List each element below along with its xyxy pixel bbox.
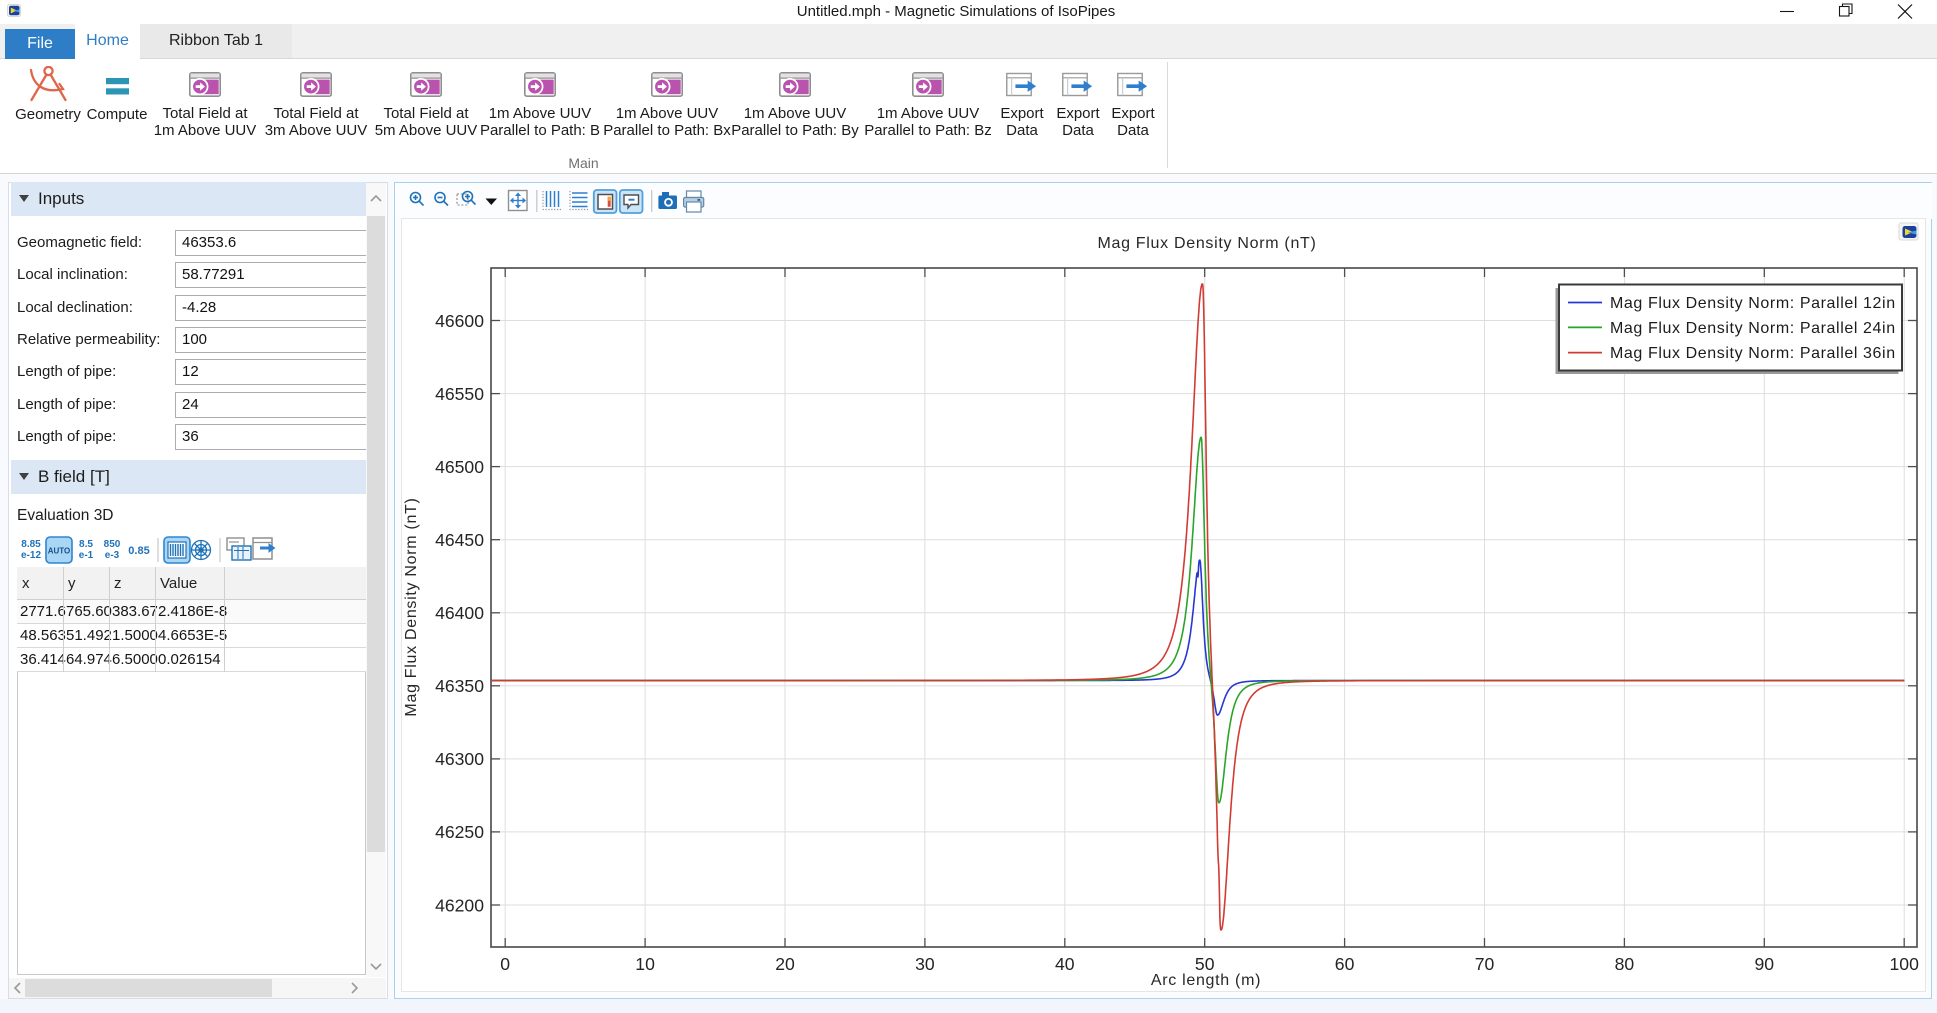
svg-text:10: 10	[635, 954, 655, 974]
svg-text:46600: 46600	[435, 311, 484, 331]
svg-text:Mag Flux Density Norm: Paralle: Mag Flux Density Norm: Parallel 24in	[1610, 320, 1896, 337]
svg-text:46550: 46550	[435, 384, 484, 404]
svg-text:Mag Flux Density Norm (nT): Mag Flux Density Norm (nT)	[1097, 235, 1316, 252]
svg-text:Mag Flux Density Norm: Paralle: Mag Flux Density Norm: Parallel 12in	[1610, 295, 1896, 312]
svg-text:Mag Flux Density Norm (nT): Mag Flux Density Norm (nT)	[403, 497, 420, 716]
svg-text:46350: 46350	[435, 676, 484, 696]
svg-text:80: 80	[1615, 954, 1635, 974]
svg-text:46200: 46200	[435, 895, 484, 915]
svg-text:20: 20	[775, 954, 795, 974]
svg-text:0: 0	[500, 954, 510, 974]
svg-text:8.85: 8.85	[21, 539, 41, 550]
svg-text:40: 40	[1055, 954, 1075, 974]
svg-text:Mag Flux Density Norm: Paralle: Mag Flux Density Norm: Parallel 36in	[1610, 345, 1896, 362]
svg-text:100: 100	[1890, 954, 1920, 974]
svg-text:50: 50	[1195, 954, 1215, 974]
svg-text:90: 90	[1755, 954, 1775, 974]
svg-text:30: 30	[915, 954, 935, 974]
svg-text:850: 850	[104, 539, 121, 550]
svg-text:e-3: e-3	[105, 550, 120, 561]
svg-text:e-12: e-12	[21, 550, 41, 561]
svg-text:AUTO: AUTO	[48, 547, 71, 556]
svg-text:46250: 46250	[435, 822, 484, 842]
svg-text:70: 70	[1475, 954, 1495, 974]
svg-text:46450: 46450	[435, 530, 484, 550]
svg-text:0.85: 0.85	[128, 545, 149, 557]
svg-text:46500: 46500	[435, 457, 484, 477]
svg-text:60: 60	[1335, 954, 1355, 974]
svg-text:e-1: e-1	[79, 550, 94, 561]
svg-text:8.5: 8.5	[79, 539, 93, 550]
svg-text:Arc length (m): Arc length (m)	[1151, 972, 1261, 989]
svg-text:46300: 46300	[435, 749, 484, 769]
svg-text:46400: 46400	[435, 603, 484, 623]
